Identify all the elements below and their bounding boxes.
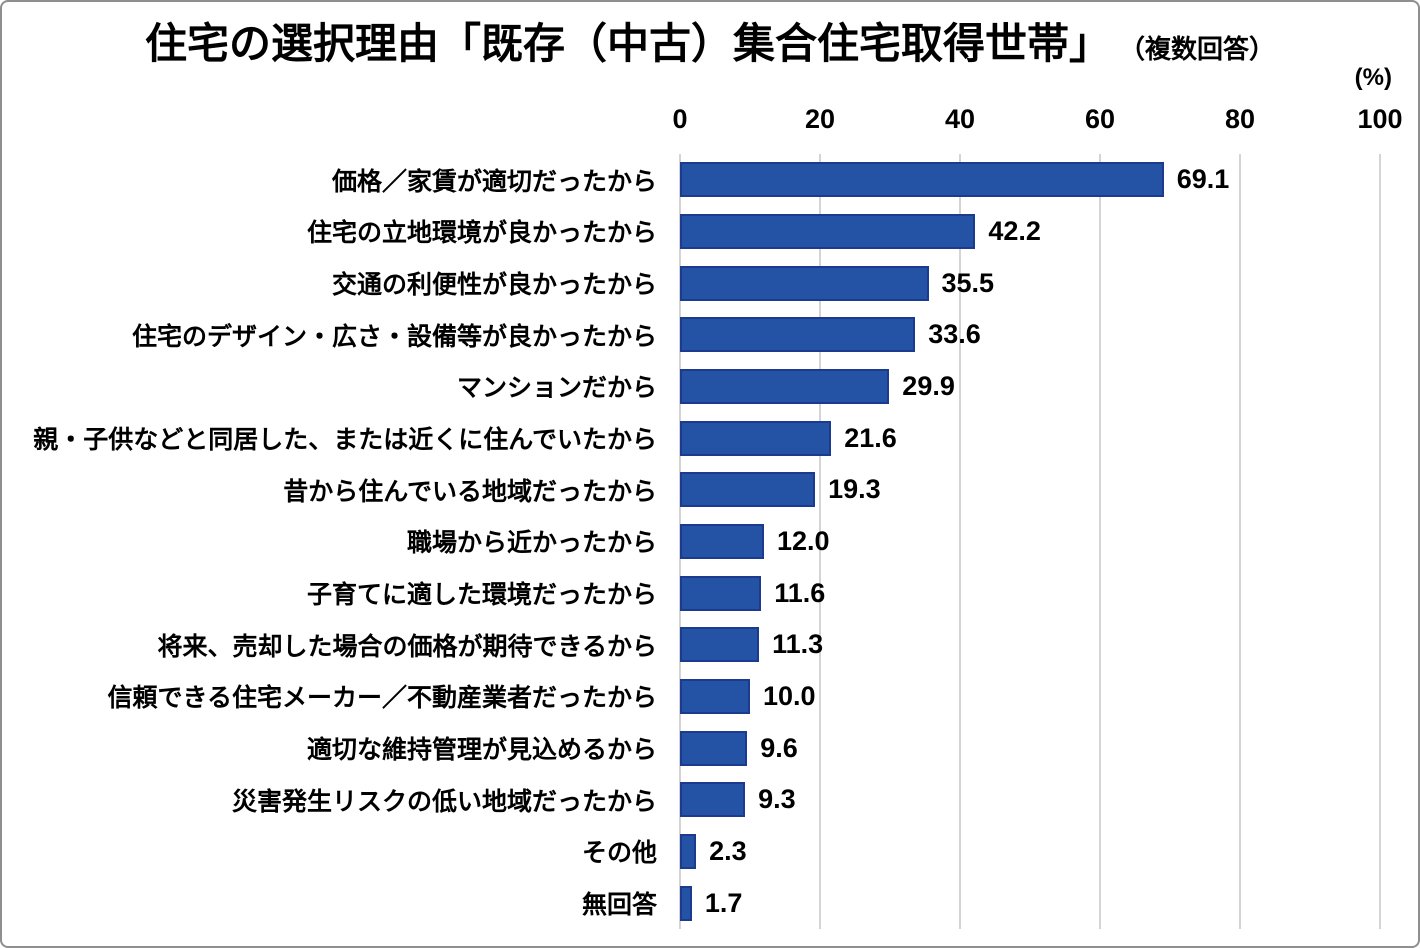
value-label: 11.3 <box>772 629 824 660</box>
bar-row: 69.1 <box>680 154 1418 206</box>
bar <box>680 782 746 818</box>
gridline <box>819 154 821 929</box>
x-tick-label: 40 <box>944 104 976 134</box>
category-label: 昔から住んでいる地域だったから <box>283 477 657 506</box>
bar <box>680 730 748 766</box>
category-label: 交通の利便性が良かったから <box>331 271 657 300</box>
bar <box>680 317 916 353</box>
x-tick-label: 80 <box>1224 104 1256 134</box>
category-label: 無回答 <box>581 891 657 920</box>
gridline <box>1239 154 1241 929</box>
x-tick-label: 60 <box>1084 104 1116 134</box>
category-label: 住宅の立地環境が良かったから <box>306 219 657 248</box>
bar-row: 12.0 <box>680 516 1418 568</box>
value-label: 9.6 <box>760 732 798 763</box>
x-tick-label: 20 <box>804 104 836 134</box>
value-label: 2.3 <box>709 835 747 866</box>
category-label: 子育てに適した環境だったから <box>306 581 657 610</box>
category-label: 適切な維持管理が見込めるから <box>306 736 657 765</box>
bar <box>680 678 750 714</box>
bar <box>680 472 816 508</box>
category-label: 価格／家賃が適切だったから <box>331 167 657 196</box>
bar <box>680 575 762 611</box>
category-label: 職場から近かったから <box>406 529 657 558</box>
x-axis-tick-labels: 0 20 40 60 80 100 <box>672 100 1402 138</box>
value-label: 1.7 <box>704 887 743 918</box>
category-labels: 価格／家賃が適切だったから住宅の立地環境が良かったから交通の利便性が良かったから… <box>12 154 657 929</box>
bar <box>680 420 832 456</box>
category-label: 将来、売却した場合の価格が期待できるから <box>157 632 657 661</box>
category-label: 親・子供などと同居した、または近くに住んでいたから <box>33 426 657 455</box>
bar <box>680 162 1164 198</box>
category-label: 信頼できる住宅メーカー／不動産業者だったから <box>107 684 657 713</box>
category-label: 住宅のデザイン・広さ・設備等が良かったから <box>131 322 657 351</box>
category-label: マンションだから <box>456 374 657 403</box>
category-label: その他 <box>581 839 657 868</box>
bar-row: 11.6 <box>680 567 1418 619</box>
value-label: 33.6 <box>928 319 981 350</box>
value-label: 29.9 <box>902 370 955 401</box>
chart-title: 住宅の選択理由「既存（中古）集合住宅取得世帯」 <box>144 20 1111 67</box>
bar-row: 35.5 <box>680 257 1418 309</box>
bar-row: 10.0 <box>680 671 1418 723</box>
value-label: 42.2 <box>988 215 1041 246</box>
plot-area: 69.1 42.2 35.5 33.6 29.9 21.6 19.3 12.0 11.6 11.3… <box>679 154 1381 929</box>
bar-row: 29.9 <box>680 361 1418 413</box>
bar-row: 19.3 <box>680 464 1418 516</box>
value-label: 35.5 <box>941 267 995 298</box>
category-label: 災害発生リスクの低い地域だったから <box>231 787 657 816</box>
bar-row: 1.7 <box>680 877 1418 929</box>
bar <box>680 833 697 869</box>
value-label: 69.1 <box>1176 164 1230 195</box>
value-label: 11.6 <box>774 577 826 608</box>
value-label: 21.6 <box>844 422 897 453</box>
gridline <box>1379 154 1381 929</box>
bar-row: 21.6 <box>680 412 1418 464</box>
bar-row: 11.3 <box>680 619 1418 671</box>
bar <box>680 265 929 301</box>
chart-title-suffix: （複数回答） <box>1119 34 1276 64</box>
value-label: 10.0 <box>763 680 816 711</box>
value-label: 12.0 <box>777 525 830 556</box>
bar <box>680 627 760 663</box>
bar <box>680 523 764 559</box>
bar-row: 9.6 <box>680 722 1418 774</box>
bar-row: 42.2 <box>680 206 1418 258</box>
x-tick-label: 100 <box>1357 104 1403 134</box>
chart-title-row: 住宅の選択理由「既存（中古）集合住宅取得世帯」 （複数回答） <box>2 10 1418 71</box>
gridline <box>1099 154 1101 929</box>
bar <box>680 368 890 404</box>
bar <box>680 213 976 249</box>
gridline <box>959 154 961 929</box>
bar-row: 33.6 <box>680 309 1418 361</box>
value-label: 9.3 <box>758 784 796 815</box>
x-tick-label: 0 <box>672 104 688 134</box>
bar-row: 2.3 <box>680 826 1418 878</box>
bar-row: 9.3 <box>680 774 1418 826</box>
bar <box>680 885 692 921</box>
value-label: 19.3 <box>828 474 881 505</box>
unit-label: (%) <box>1354 64 1392 91</box>
